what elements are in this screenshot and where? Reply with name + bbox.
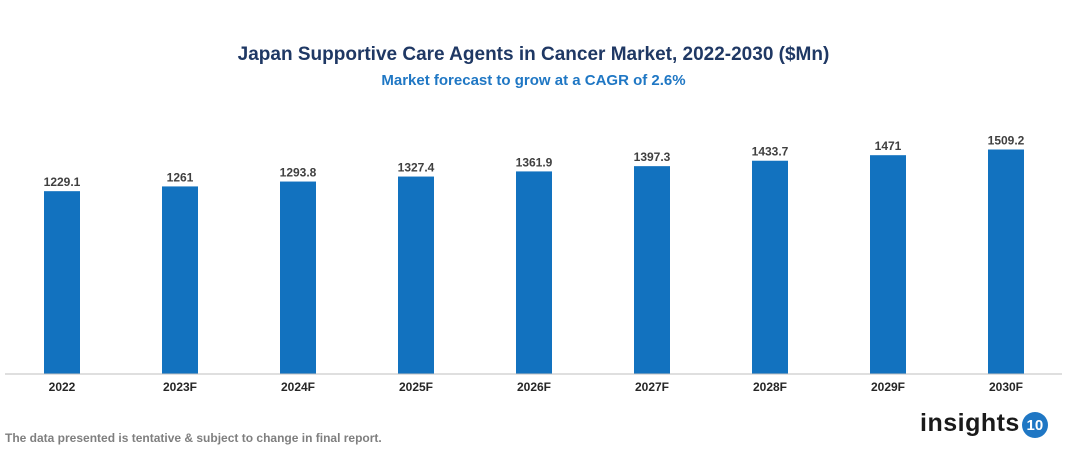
bar-2022	[44, 191, 80, 374]
bar-2023F	[162, 186, 198, 374]
bar-2024F	[280, 181, 316, 374]
x-tick-label: 2029F	[871, 380, 905, 394]
data-label: 1471	[875, 139, 902, 153]
data-label: 1229.1	[44, 175, 81, 189]
bar-2029F	[870, 155, 906, 374]
bar-2028F	[752, 160, 788, 374]
data-label: 1293.8	[280, 166, 317, 180]
data-label: 1327.4	[398, 161, 435, 175]
bar-2030F	[988, 149, 1024, 374]
data-label: 1361.9	[516, 155, 553, 169]
x-tick-label: 2027F	[635, 380, 669, 394]
chart-subtitle: Market forecast to grow at a CAGR of 2.6…	[381, 72, 686, 89]
data-label: 1261	[167, 170, 194, 184]
x-tick-label: 2022	[49, 380, 76, 394]
bar-chart: 1229.1 2022 1261 2023F 1293.8 2024F 1327.4 2025…	[5, 134, 1062, 394]
x-tick-label: 2024F	[281, 380, 315, 394]
logo-text: insights	[920, 408, 1020, 437]
x-tick-label: 2023F	[163, 380, 197, 394]
data-label: 1433.7	[752, 145, 789, 159]
insights10-logo: insights 10	[920, 408, 1048, 438]
data-label: 1397.3	[634, 150, 671, 164]
logo-badge-icon: 10	[1021, 412, 1048, 438]
x-tick-label: 2028F	[753, 380, 787, 394]
x-tick-label: 2030F	[989, 380, 1023, 394]
footnote: The data presented is tentative & subjec…	[5, 431, 382, 445]
chart-title: Japan Supportive Care Agents in Cancer M…	[237, 44, 830, 65]
bar-2027F	[634, 166, 670, 374]
bar-2026F	[516, 171, 552, 374]
data-label: 1509.2	[988, 134, 1025, 148]
x-tick-label: 2026F	[517, 380, 551, 394]
bar-2025F	[398, 176, 434, 374]
x-tick-label: 2025F	[399, 380, 433, 394]
